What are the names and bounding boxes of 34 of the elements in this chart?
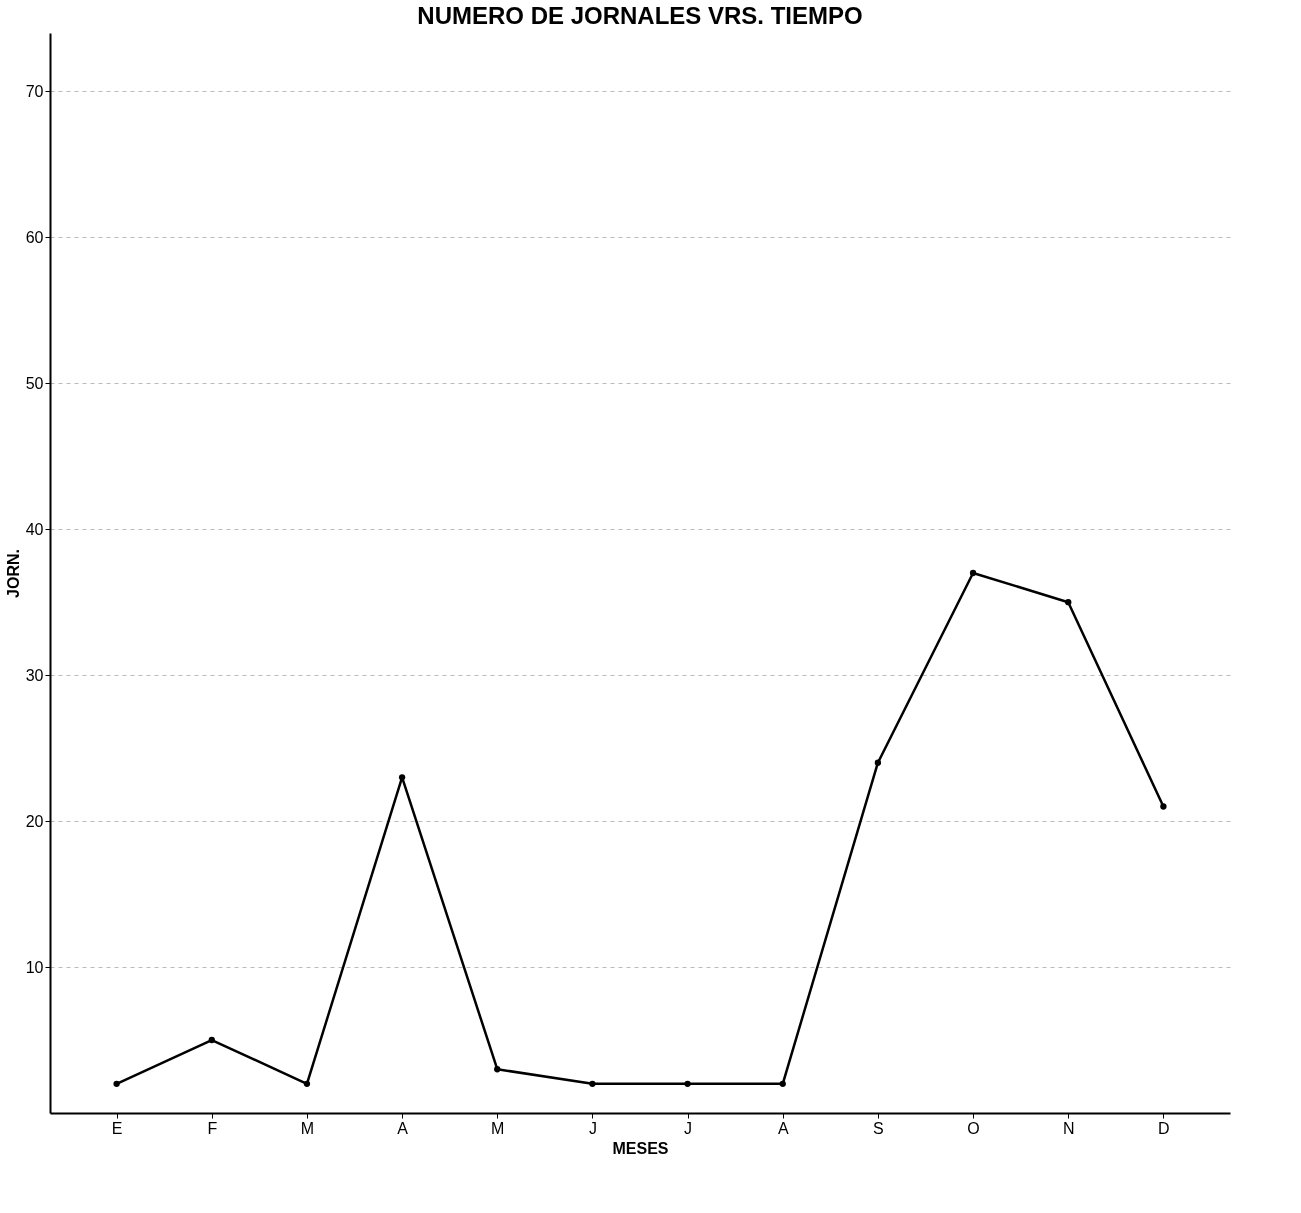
y-tick-label: 60 bbox=[25, 228, 44, 246]
y-tick-label: 30 bbox=[25, 666, 44, 684]
point bbox=[494, 1066, 501, 1073]
x-tick-label: E bbox=[111, 1119, 123, 1137]
x-tick-label: N bbox=[1062, 1119, 1075, 1137]
y-tick-label: 40 bbox=[25, 520, 44, 538]
x-axis-title: MESES bbox=[612, 1139, 669, 1157]
y-axis-title: JORN. bbox=[4, 549, 22, 598]
x-tick-label: D bbox=[1158, 1119, 1170, 1137]
point bbox=[113, 1080, 120, 1087]
y-tick-label: 10 bbox=[25, 958, 44, 976]
x-tick-label: M bbox=[491, 1119, 505, 1137]
x-tick-label: J bbox=[588, 1119, 597, 1137]
x-tick-label: A bbox=[397, 1119, 409, 1137]
point bbox=[398, 774, 406, 781]
point bbox=[969, 569, 977, 577]
point bbox=[684, 1080, 691, 1087]
y-tick-label: 20 bbox=[25, 812, 44, 830]
point bbox=[208, 1036, 215, 1044]
x-tick-label: O bbox=[967, 1119, 980, 1137]
point bbox=[303, 1080, 311, 1087]
x-tick-label: F bbox=[207, 1119, 218, 1137]
x-tick-label: J bbox=[684, 1119, 693, 1137]
y-tick-label: 50 bbox=[25, 374, 44, 392]
chart-title: NUMERO DE JORNALES VRS. TIEMPO bbox=[417, 2, 863, 29]
x-tick-label: A bbox=[777, 1119, 789, 1137]
x-tick-label: S bbox=[873, 1119, 884, 1137]
x-tick-label: M bbox=[300, 1119, 315, 1137]
point bbox=[1065, 599, 1072, 606]
point bbox=[779, 1080, 786, 1087]
y-tick-label: 70 bbox=[25, 82, 44, 100]
point bbox=[589, 1080, 596, 1087]
point bbox=[1160, 803, 1167, 810]
point bbox=[874, 759, 882, 766]
